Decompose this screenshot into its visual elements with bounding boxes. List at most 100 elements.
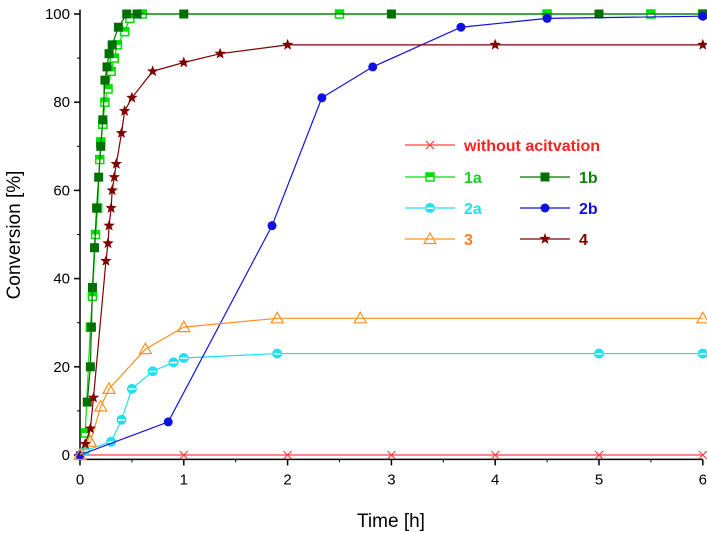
star-marker [489, 38, 501, 50]
legend-label: 2a [464, 201, 482, 218]
star-marker [87, 391, 100, 403]
circle-band [107, 441, 115, 443]
triangle-marker [93, 399, 108, 412]
square-fill [646, 10, 655, 14]
triangle-marker [83, 434, 98, 447]
star-marker [108, 171, 120, 182]
y-tick-label: 80 [53, 94, 70, 111]
series-line [86, 13, 703, 403]
square-fill [104, 84, 113, 89]
y-tick-label: 60 [53, 182, 70, 199]
square-marker [102, 62, 112, 72]
circle-band [128, 388, 136, 390]
x-tick-label: 3 [387, 471, 395, 488]
half-square-marker [103, 84, 113, 94]
circle-marker [317, 93, 327, 103]
series-2b [75, 11, 707, 460]
star-marker [697, 38, 707, 50]
circle-marker [540, 203, 550, 213]
half-circle-marker [272, 348, 283, 359]
star-marker [106, 184, 118, 196]
square-marker [132, 9, 142, 19]
legend-item: without acitvation [405, 138, 600, 155]
legend-label: 1b [579, 170, 598, 187]
square-marker [86, 322, 96, 332]
triangle-marker [422, 231, 438, 245]
square-marker [87, 282, 97, 292]
triangle-marker [353, 311, 368, 324]
circle-marker [542, 13, 552, 23]
star-marker [539, 233, 551, 244]
square-marker [594, 9, 604, 19]
x-stroke [594, 450, 604, 460]
star-marker [84, 422, 97, 434]
x-stroke [425, 140, 435, 150]
square-fill [100, 98, 109, 103]
square-marker [122, 9, 132, 19]
x-marker [490, 450, 500, 460]
star-marker [102, 237, 114, 249]
series-line [79, 317, 703, 456]
square-fill [81, 428, 90, 433]
series-line [79, 352, 703, 456]
y-tick-label: 20 [53, 359, 70, 376]
x-stroke [490, 450, 500, 460]
half-circle-marker [697, 348, 707, 359]
circle-marker [163, 417, 173, 427]
half-circle-marker [126, 383, 137, 394]
square-marker [113, 22, 123, 32]
star-marker [103, 219, 115, 231]
circle-band [118, 419, 126, 421]
legend-item: 2a [405, 201, 482, 218]
square-marker [107, 40, 117, 50]
triangle-marker [72, 447, 88, 461]
legend-item: 3 [405, 231, 473, 249]
half-circle-marker [147, 366, 158, 377]
x-stroke [179, 450, 189, 460]
x-tick-label: 6 [699, 471, 707, 488]
series-without-acitvation [75, 450, 707, 460]
square-fill [138, 10, 147, 14]
half-circle-marker [594, 348, 604, 359]
square-fill [335, 10, 344, 14]
x-tick-label: 5 [595, 471, 603, 488]
x-stroke [386, 450, 396, 460]
square-fill [110, 54, 119, 59]
star-marker [79, 438, 91, 449]
x-tick-label: 0 [76, 471, 84, 488]
x-tick-label: 1 [180, 471, 188, 488]
half-circle-marker [168, 357, 179, 368]
x-marker [698, 450, 707, 460]
circle-band [273, 353, 281, 355]
legend-label: 4 [579, 232, 588, 249]
star-marker [281, 38, 294, 50]
x-marker [283, 450, 293, 460]
square-marker [540, 172, 550, 182]
x-marker [386, 450, 396, 460]
square-marker [90, 243, 100, 253]
x-marker [425, 140, 435, 150]
half-square-marker [425, 172, 435, 182]
y-tick-label: 0 [62, 447, 70, 464]
square-marker [98, 115, 108, 125]
square-marker [94, 172, 104, 182]
triangle-marker [176, 319, 191, 333]
legend-label: 2b [579, 201, 598, 218]
square-marker [92, 203, 102, 213]
half-square-marker [100, 97, 110, 107]
triangle-marker [270, 311, 285, 324]
square-marker [104, 49, 114, 59]
circle-marker [456, 22, 466, 32]
star-marker [110, 157, 122, 169]
circle-band [81, 450, 89, 452]
series-line [79, 15, 703, 456]
series-3 [72, 311, 707, 461]
circle-marker [267, 221, 277, 231]
x-stroke [283, 450, 293, 460]
star-marker [147, 65, 159, 77]
x-marker [179, 450, 189, 460]
star-marker [100, 255, 112, 266]
triangle-marker [695, 311, 707, 324]
